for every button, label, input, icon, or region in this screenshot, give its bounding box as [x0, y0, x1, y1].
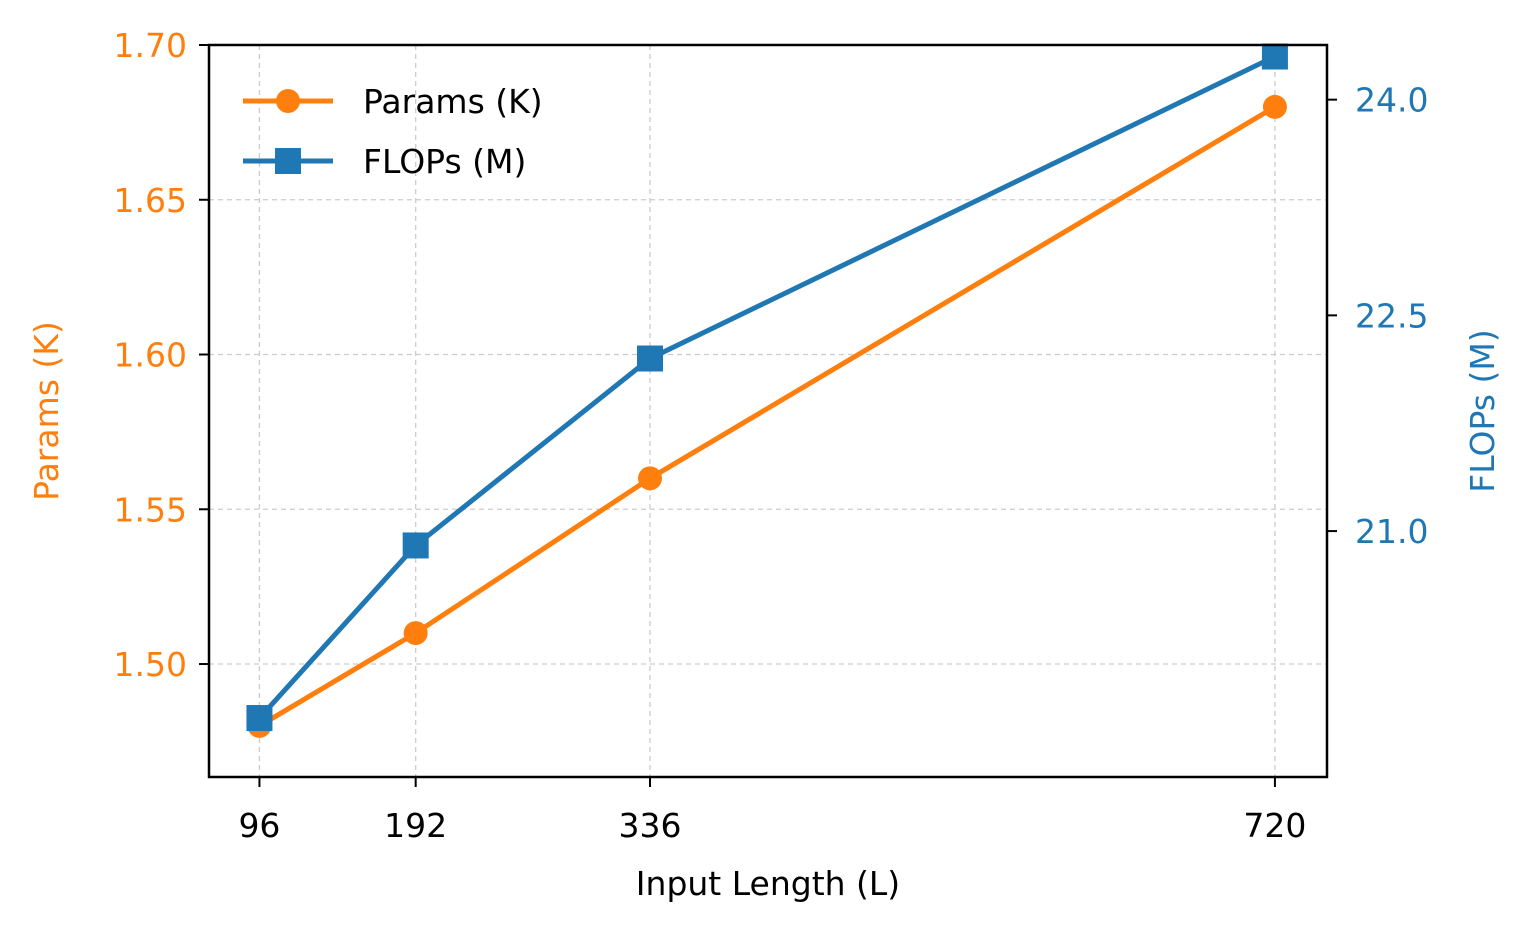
x-tick-label: 96 — [238, 806, 280, 845]
left-axis-label: Params (K) — [27, 321, 66, 501]
x-tick-label: 720 — [1243, 806, 1306, 845]
left-y-tick-label: 1.60 — [114, 336, 187, 375]
series-line-flops — [257, 54, 1277, 720]
plot-frame — [207, 43, 1329, 779]
left-y-tick-label: 1.65 — [114, 181, 187, 220]
axes: 96 192 336 720 1.50 1.55 1.60 1.65 1.70 21.0 22.5 2… — [114, 26, 1429, 845]
x-tick-label: 336 — [619, 806, 682, 845]
flops-point — [246, 705, 273, 732]
params-point — [403, 621, 428, 646]
legend-label-flops: FLOPs (M) — [363, 142, 526, 181]
series-layer — [246, 43, 1288, 738]
flops-point — [637, 345, 664, 372]
params-point — [638, 466, 663, 491]
right-y-tick-label: 21.0 — [1355, 512, 1428, 551]
right-y-tick-label: 24.0 — [1355, 81, 1428, 120]
x-axis-label: Input Length (L) — [636, 864, 900, 903]
legend-marker-params — [276, 89, 300, 113]
legend-marker-flops — [275, 148, 301, 174]
params-point — [1262, 94, 1287, 119]
series-line-params — [258, 104, 1277, 729]
flops-point — [402, 532, 429, 559]
legend: Params (K) FLOPs (M) — [243, 82, 543, 181]
flops-point — [1261, 43, 1288, 70]
left-y-tick-label: 1.70 — [114, 26, 187, 65]
x-tick-label: 192 — [384, 806, 447, 845]
left-y-tick-label: 1.55 — [114, 490, 187, 529]
left-y-tick-label: 1.50 — [114, 645, 187, 684]
right-y-tick-label: 22.5 — [1355, 296, 1428, 335]
legend-label-params: Params (K) — [363, 82, 543, 121]
right-axis-label: FLOPs (M) — [1463, 329, 1502, 492]
